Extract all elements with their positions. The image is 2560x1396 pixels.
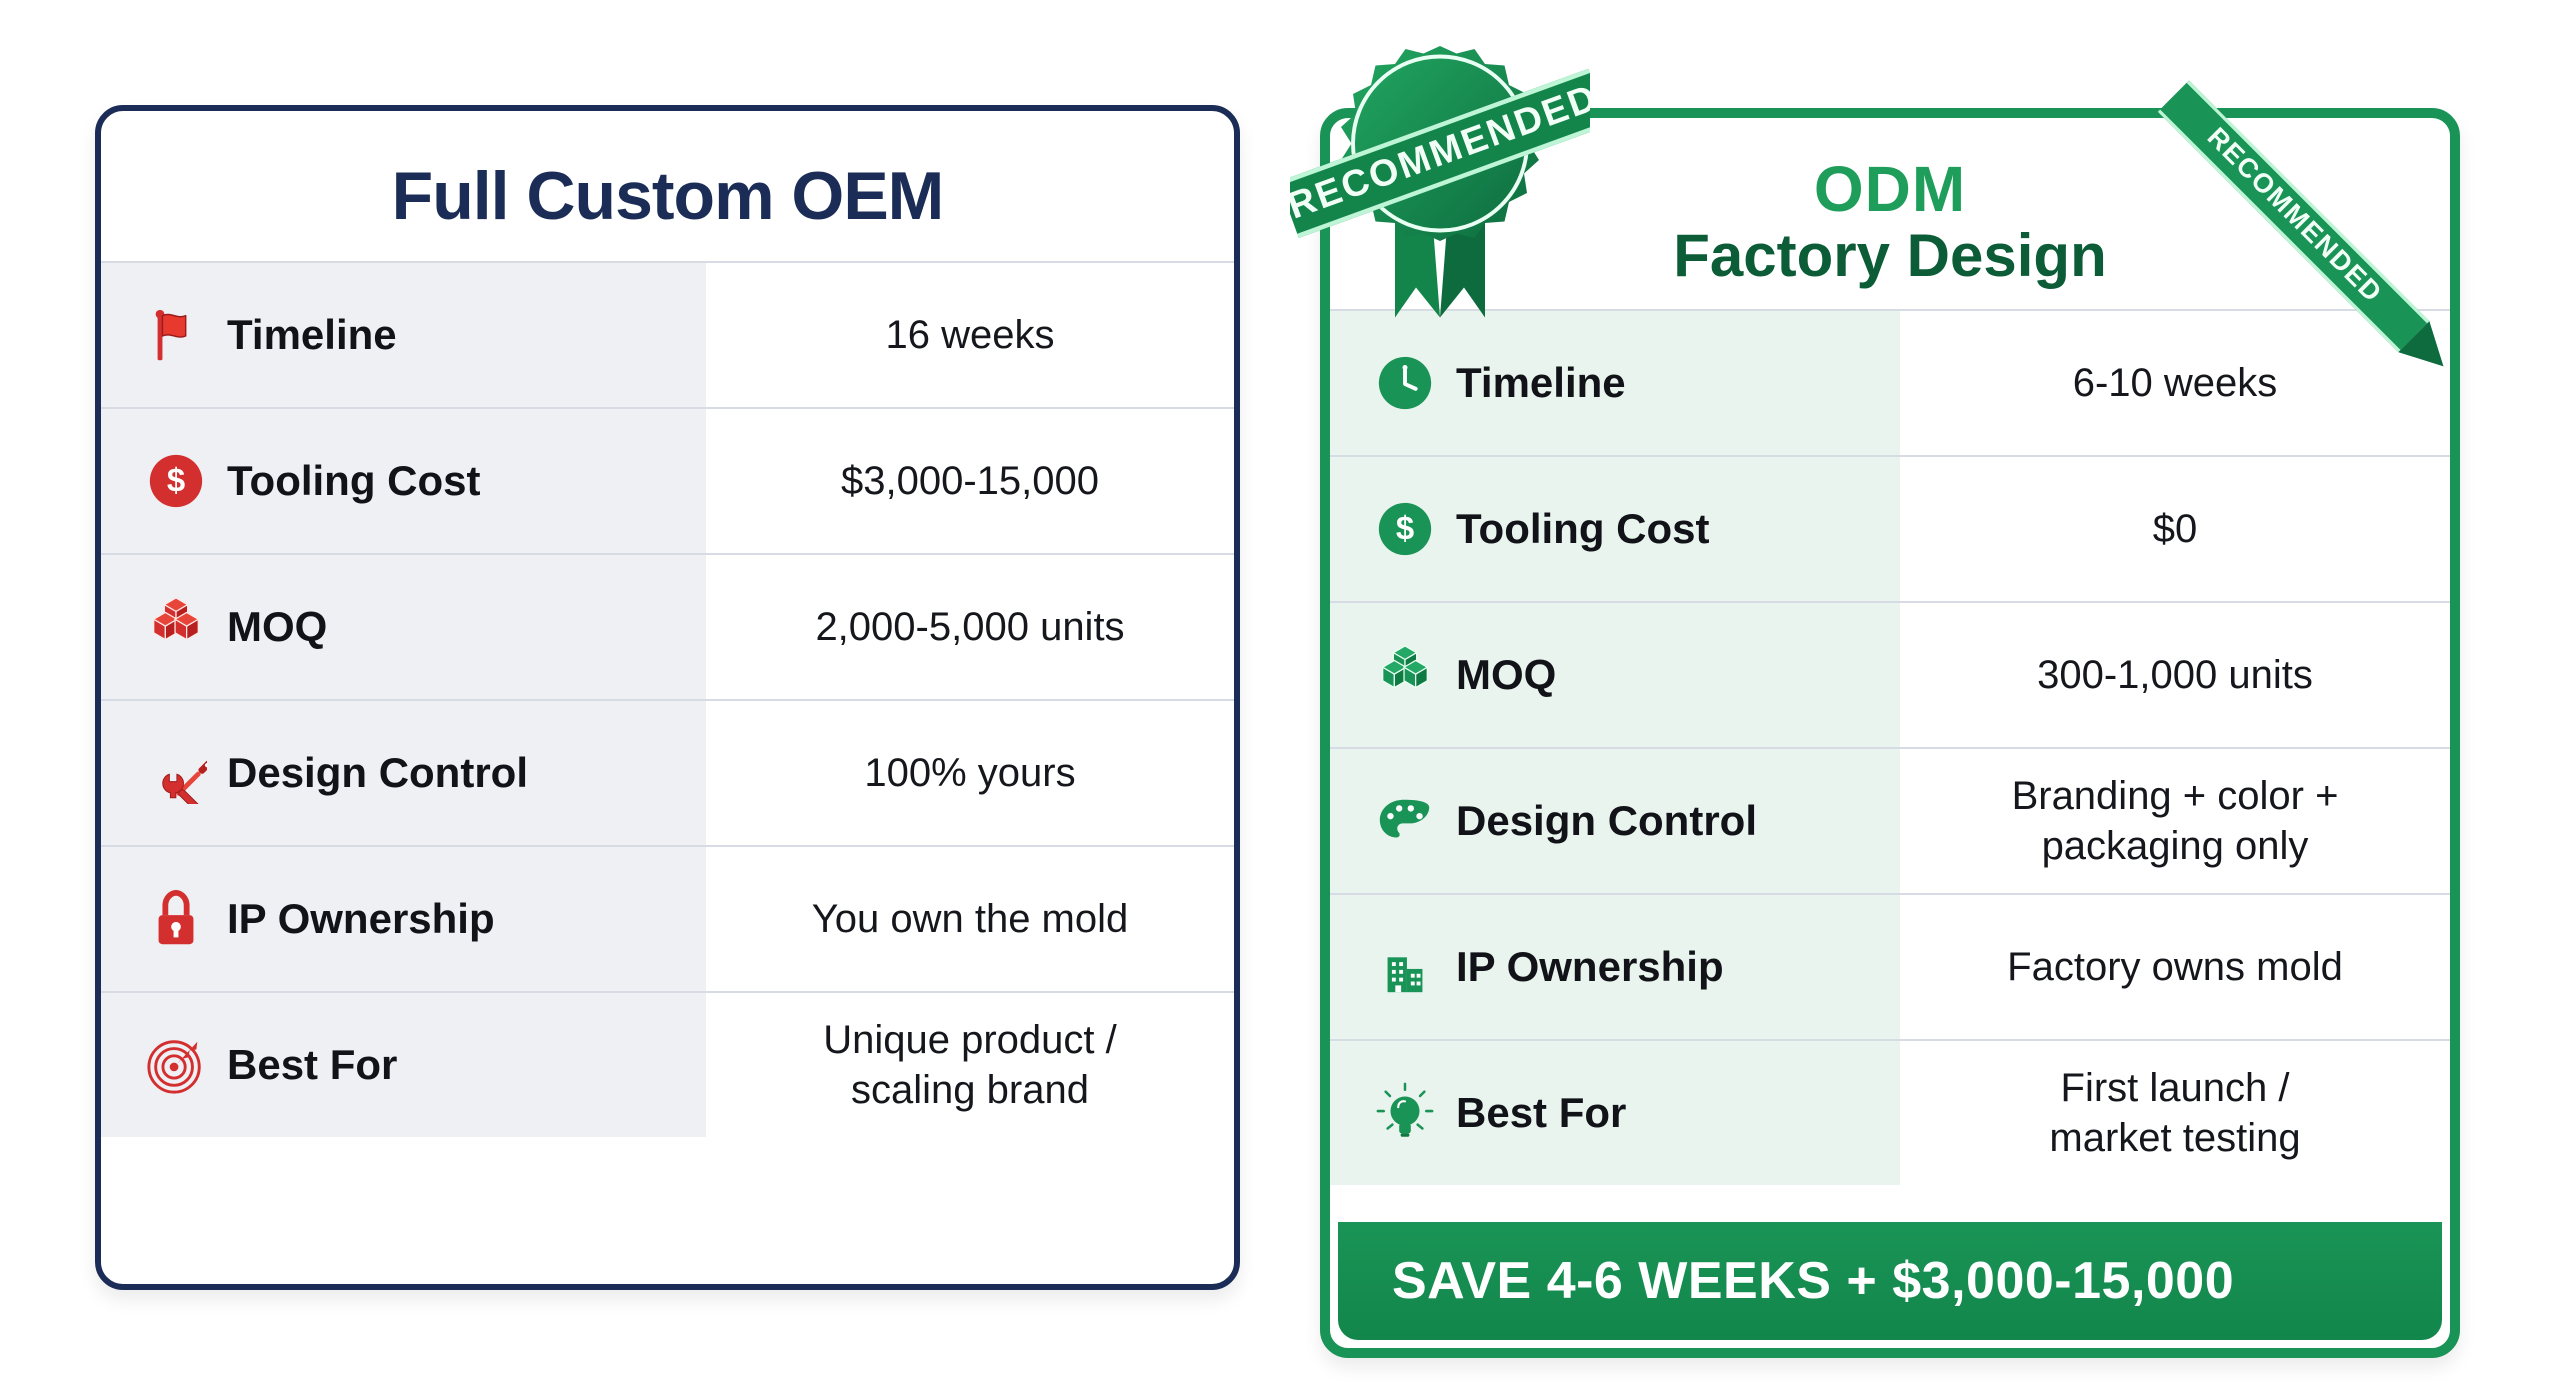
svg-text:$: $ xyxy=(167,462,185,499)
svg-text:RECOMMENDED: RECOMMENDED xyxy=(2202,122,2389,309)
svg-text:$: $ xyxy=(1396,510,1414,547)
